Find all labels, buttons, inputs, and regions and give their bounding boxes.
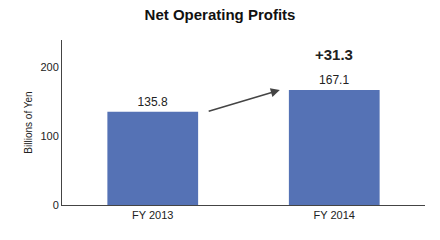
svg-text:FY 2014: FY 2014 — [314, 209, 355, 221]
svg-text:135.8: 135.8 — [138, 95, 168, 109]
svg-text:Net Operating Profits: Net Operating Profits — [145, 6, 296, 23]
svg-text:0: 0 — [53, 199, 59, 211]
svg-text:+31.3: +31.3 — [315, 46, 353, 63]
svg-text:167.1: 167.1 — [319, 73, 349, 87]
svg-text:Billions of Yen: Billions of Yen — [23, 91, 34, 153]
svg-text:200: 200 — [40, 61, 58, 73]
svg-text:100: 100 — [40, 130, 58, 142]
svg-text:FY 2013: FY 2013 — [132, 209, 173, 221]
